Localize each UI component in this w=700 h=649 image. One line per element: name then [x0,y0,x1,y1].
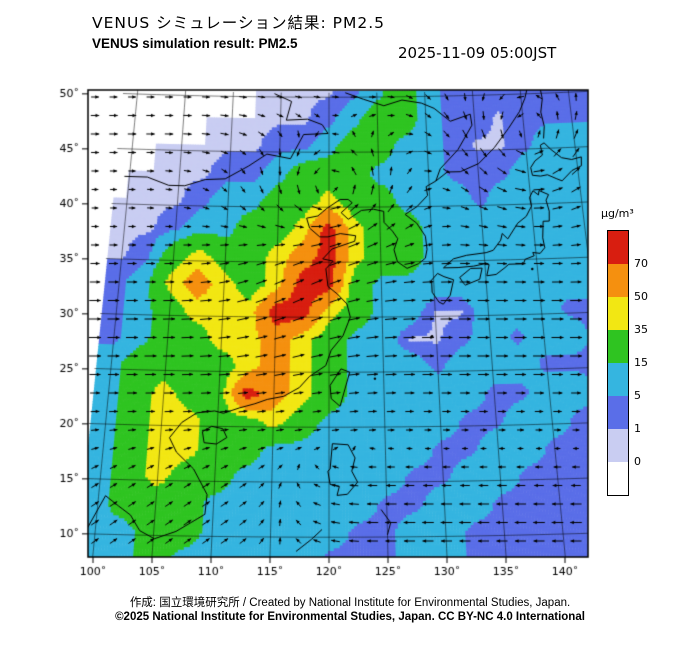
page-title-japanese: VENUS シミュレーション結果: PM2.5 [92,14,386,32]
credit-line: 作成: 国立環境研究所 / Created by National Instit… [129,597,571,609]
colorbar-segment [608,429,628,462]
copyright-line: ©2025 National Institute for Environment… [115,611,585,623]
page-title-english: VENUS simulation result: PM2.5 [92,36,298,51]
colorbar-tick-label: 5 [634,389,641,402]
colorbar-segment [608,363,628,396]
colorbar-tick-label: 1 [634,422,641,435]
colorbar-tick-label: 15 [634,356,648,369]
colorbar-segment [608,396,628,429]
colorbar-tick-label: 50 [634,290,648,303]
colorbar-tick-label: 35 [634,323,648,336]
colorbar-segment [608,330,628,363]
simulation-timestamp: 2025-11-09 05:00JST [398,44,557,62]
colorbar-segment [608,264,628,297]
colorbar-tick-label: 70 [634,257,648,270]
colorbar-segment [608,231,628,264]
colorbar-tick-label: 0 [634,455,641,468]
colorbar-segment [608,462,628,495]
colorbar-segment [608,297,628,330]
colorbar [607,230,629,496]
colorbar-unit-label: µg/m³ [601,207,634,220]
